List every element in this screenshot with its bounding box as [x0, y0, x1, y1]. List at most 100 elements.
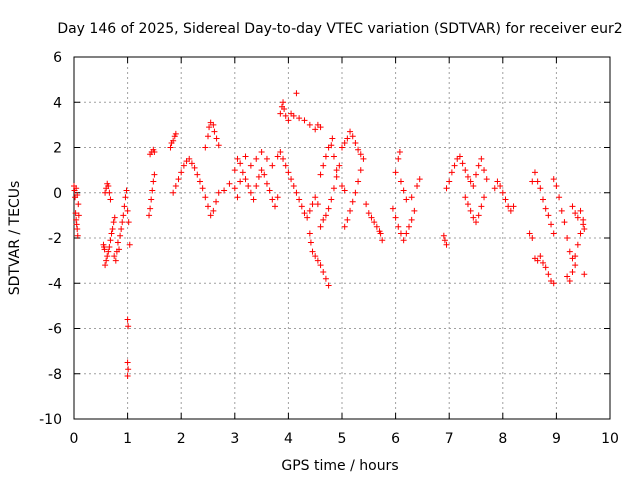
data-point [349, 198, 356, 205]
data-point [205, 203, 211, 210]
data-point [408, 216, 415, 223]
data-point [149, 187, 156, 194]
data-point [581, 271, 588, 278]
x-tick-label: 1 [123, 431, 132, 447]
data-point [124, 373, 131, 380]
data-point [368, 214, 375, 221]
data-point [459, 160, 466, 167]
data-point [151, 171, 158, 178]
data-point [288, 176, 295, 183]
data-point [112, 257, 119, 264]
data-point [333, 173, 340, 180]
data-point [572, 262, 579, 269]
data-point [312, 253, 319, 260]
data-point [347, 128, 354, 135]
data-point [392, 169, 399, 176]
data-point [103, 257, 110, 264]
data-point [526, 230, 533, 237]
data-point [545, 212, 552, 219]
x-tick-label: 8 [498, 431, 507, 447]
data-point [320, 162, 327, 169]
data-point [102, 262, 109, 269]
data-point [478, 155, 485, 162]
data-point [272, 203, 278, 210]
x-tick-label: 6 [391, 431, 400, 447]
data-point [108, 230, 115, 237]
data-point [307, 239, 314, 246]
data-point [542, 264, 549, 271]
data-point [263, 180, 270, 187]
data-point [124, 316, 131, 323]
data-point [106, 244, 113, 251]
data-point [363, 201, 370, 208]
data-point [456, 153, 463, 160]
data-point [540, 196, 546, 203]
data-point [377, 230, 384, 237]
data-point [540, 259, 546, 266]
data-point [395, 155, 402, 162]
x-tick-label: 0 [70, 431, 79, 447]
data-point [281, 106, 288, 113]
data-point [293, 90, 300, 97]
data-point [202, 144, 209, 151]
data-point [269, 162, 276, 169]
data-point [341, 139, 348, 146]
data-point [566, 277, 573, 284]
x-tick-label: 4 [284, 431, 293, 447]
data-point [237, 178, 244, 185]
data-point [371, 219, 378, 226]
data-point [111, 253, 118, 260]
data-point [499, 189, 506, 196]
data-point [451, 162, 458, 169]
data-point [146, 212, 153, 219]
data-point [306, 207, 313, 214]
y-tick-label: 6 [53, 50, 62, 66]
data-point [561, 219, 568, 226]
data-point [253, 155, 260, 162]
data-point [317, 171, 324, 178]
data-point [237, 160, 244, 167]
data-point [497, 182, 504, 189]
data-point [172, 182, 179, 189]
data-point [247, 162, 254, 169]
data-point [553, 182, 560, 189]
data-point [73, 221, 80, 228]
data-point [548, 221, 555, 228]
data-point [290, 112, 297, 119]
data-point [205, 133, 211, 140]
data-point [329, 135, 336, 142]
data-point [309, 248, 316, 255]
data-point [274, 153, 281, 160]
data-point [118, 225, 125, 232]
data-point [550, 176, 557, 183]
data-point [107, 196, 114, 203]
data-point [416, 176, 423, 183]
data-point [123, 187, 130, 194]
data-point [441, 237, 448, 244]
data-point [395, 223, 402, 230]
data-point [491, 185, 498, 192]
x-axis: 0 1 2 3 4 5 6 7 8 9 10 [70, 57, 619, 447]
data-point [120, 212, 127, 219]
x-tick-label: 3 [230, 431, 239, 447]
data-point [537, 253, 544, 260]
data-point [341, 187, 348, 194]
data-point [199, 185, 206, 192]
data-point [110, 219, 117, 226]
data-point [467, 207, 474, 214]
data-point [322, 153, 329, 160]
data-point [277, 110, 284, 117]
data-point [580, 216, 587, 223]
chart-title: Day 146 of 2025, Sidereal Day-to-day VTE… [57, 21, 622, 37]
data-point [274, 194, 281, 201]
data-point [206, 124, 213, 131]
data-point [373, 223, 380, 230]
data-point [556, 194, 563, 201]
data-point [564, 235, 571, 241]
data-point [73, 216, 80, 223]
data-point [250, 196, 257, 203]
data-point [213, 135, 220, 142]
data-point [328, 196, 335, 203]
data-point [330, 185, 337, 192]
y-tick-label: -2 [48, 231, 62, 247]
